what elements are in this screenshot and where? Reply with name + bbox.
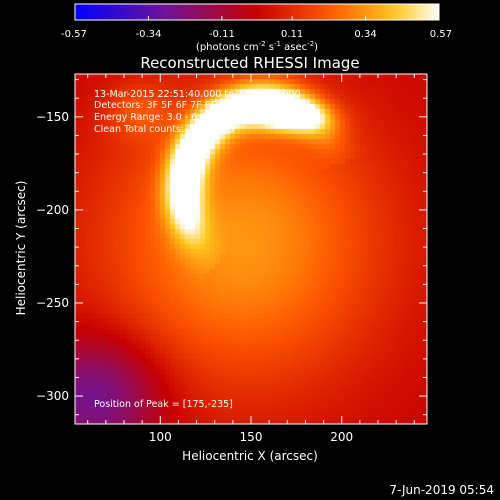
annotation-clean: Clean Total counts: 1.65E+05 [94, 124, 234, 135]
heatmap-plot: 100 150 200 −150 −200 −250 −300 [36, 73, 428, 444]
colorbar-tick-label: -0.11 [209, 29, 235, 40]
y-tick-label: −200 [36, 203, 69, 217]
chart-title: Reconstructed RHESSI Image [140, 54, 359, 72]
heatmap-image [75, 74, 427, 424]
info-annotations: 13-Mar-2015 22:51:40.000 to 22:58:44.000… [94, 89, 301, 410]
annotation-detectors: Detectors: 3F 5F 6F 7F 8F 9F, Att 0 [94, 100, 260, 111]
y-axis-label: Heliocentric Y (arcsec) [14, 181, 28, 316]
colorbar-tick-label: -0.34 [136, 29, 162, 40]
annotation-time: 13-Mar-2015 22:51:40.000 to 22:58:44.000 [94, 89, 301, 100]
colorbar-tick-label: -0.57 [61, 29, 87, 40]
colorbar-gradient [74, 3, 440, 21]
axes: 100 150 200 −150 −200 −250 −300 [36, 74, 427, 444]
x-axis-label: Heliocentric X (arcsec) [182, 449, 318, 463]
colorbar-ticks: -0.57 -0.34 -0.11 0.11 0.34 0.57 [61, 16, 452, 40]
colorbar: -0.57 -0.34 -0.11 0.11 0.34 0.57 (photons cm-… [61, 3, 452, 53]
y-tick-label: −250 [36, 296, 69, 310]
y-tick-label: −150 [36, 110, 69, 124]
annotation-energy: Energy Range: 3.0 - 6.0 keV [94, 112, 227, 123]
generation-date: 7-Jun-2019 05:54 [389, 483, 494, 497]
y-tick-label: −300 [36, 389, 69, 403]
colorbar-tick-label: 0.11 [281, 29, 303, 40]
x-tick-label: 200 [330, 430, 353, 444]
colorbar-units: (photons cm-2 s-1 asec-2) [196, 40, 318, 53]
peak-position-label: Position of Peak = [175,-235] [94, 399, 233, 410]
colorbar-tick-label: 0.34 [354, 29, 376, 40]
x-tick-label: 150 [240, 430, 263, 444]
colorbar-tick-label: 0.57 [430, 29, 452, 40]
x-tick-label: 100 [149, 430, 172, 444]
